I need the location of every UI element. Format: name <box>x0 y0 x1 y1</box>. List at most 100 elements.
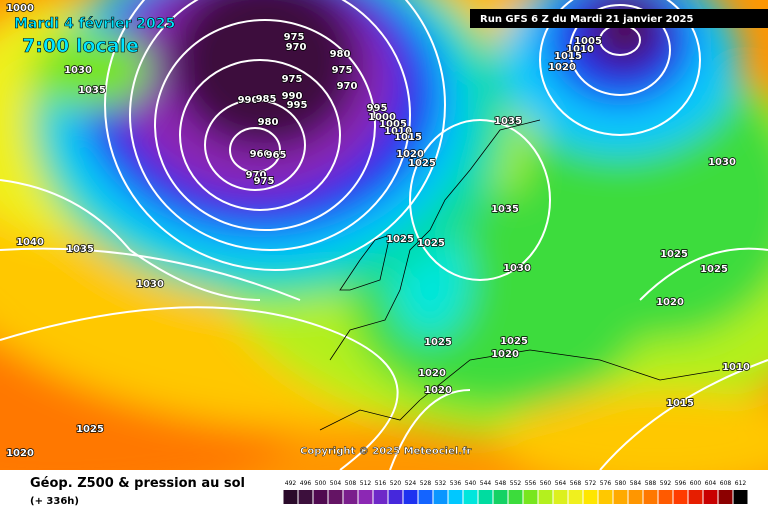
legend-swatch <box>718 490 733 504</box>
legend-swatch <box>508 490 523 504</box>
isobar-label: 975 <box>284 32 305 43</box>
isobar-label: 1020 <box>491 349 519 360</box>
footer-title: Géop. Z500 & pression au sol <box>30 476 245 491</box>
legend-swatch <box>298 490 313 504</box>
legend-swatch <box>538 490 553 504</box>
legend-label: 512 <box>360 480 372 487</box>
legend-swatch <box>388 490 403 504</box>
legend-label: 572 <box>585 480 597 487</box>
legend-label: 556 <box>525 480 537 487</box>
isobar-label: 960 <box>250 149 271 160</box>
color-legend: 492 496 500 504 508 512 516 520 524 528 532 536 540 5… <box>283 480 748 504</box>
isobar-label: 970 <box>246 170 267 181</box>
isobar-label: 980 <box>330 49 351 60</box>
isobar-label: 970 <box>337 81 358 92</box>
legend-swatch <box>373 490 388 504</box>
legend-swatch <box>673 490 688 504</box>
isobar-label: 1020 <box>418 368 446 379</box>
isobar-label: 1020 <box>6 448 34 459</box>
legend-label: 560 <box>540 480 552 487</box>
isobar-label: 1000 <box>6 3 34 14</box>
legend-label: 500 <box>315 480 327 487</box>
isobar-label: 1020 <box>396 149 424 160</box>
isobar-label: 975 <box>282 74 303 85</box>
isobar-label: 1020 <box>424 385 452 396</box>
isobar-label: 1025 <box>424 337 452 348</box>
isobars <box>0 0 768 470</box>
legend-label: 592 <box>660 480 672 487</box>
forecast-date: Mardi 4 février 2025 <box>14 16 175 32</box>
legend-swatch <box>658 490 673 504</box>
isobar-label: 1010 <box>384 126 412 137</box>
isobar-label: 975 <box>332 65 353 76</box>
geopotential-field: 1000 1030 1035 975 970 980 975 970 975 9… <box>0 0 768 470</box>
legend-label: 508 <box>345 480 357 487</box>
isobar-label: 1025 <box>700 264 728 275</box>
legend-swatch <box>568 490 583 504</box>
legend-label: 584 <box>630 480 642 487</box>
isobar-label: 1015 <box>666 398 694 409</box>
forecast-time: 7:00 locale <box>22 35 139 57</box>
legend-swatch <box>448 490 463 504</box>
legend-label: 540 <box>465 480 477 487</box>
legend-label: 548 <box>495 480 507 487</box>
legend-label: 528 <box>420 480 432 487</box>
legend-label: 596 <box>675 480 687 487</box>
isobar-labels: 1000 1030 1035 975 970 980 975 970 975 9… <box>5 2 750 460</box>
legend-swatch <box>628 490 643 504</box>
legend-swatch <box>493 490 508 504</box>
isobar-label: 1030 <box>64 65 92 76</box>
legend-swatch <box>643 490 658 504</box>
isobar-label: 1040 <box>16 237 44 248</box>
isobar-label: 1025 <box>417 238 445 249</box>
footer-lead: (+ 336h) <box>30 496 79 507</box>
isobar-label: 990 <box>282 91 303 102</box>
isobar-label: 1035 <box>66 244 94 255</box>
legend-swatch <box>733 490 748 504</box>
isobar-label: 1025 <box>408 158 436 169</box>
isobar-label: 990 <box>238 95 259 106</box>
isobar-label: 1025 <box>386 234 414 245</box>
copyright: Copyright © 2025 Meteociel.fr <box>300 446 471 457</box>
isobar-label: 1015 <box>394 132 422 143</box>
isobar-label: 995 <box>367 103 388 114</box>
legend-label: 576 <box>600 480 612 487</box>
legend-label: 516 <box>375 480 387 487</box>
isobar-label: 1030 <box>503 263 531 274</box>
legend-label: 532 <box>435 480 447 487</box>
isobar-label: 1025 <box>76 424 104 435</box>
legend-swatch <box>283 490 298 504</box>
legend-swatch <box>523 490 538 504</box>
legend-label: 600 <box>690 480 702 487</box>
legend-swatch <box>433 490 448 504</box>
legend-swatch <box>343 490 358 504</box>
isobar-label: 1025 <box>500 336 528 347</box>
legend-swatch <box>583 490 598 504</box>
legend-swatch <box>553 490 568 504</box>
isobar-label: 1015 <box>554 51 582 62</box>
isobar-label: 1010 <box>566 44 594 55</box>
isobar-label: 965 <box>266 150 287 161</box>
legend-swatch <box>463 490 478 504</box>
legend-swatch <box>313 490 328 504</box>
legend-label: 604 <box>705 480 717 487</box>
isobar-label: 1020 <box>656 297 684 308</box>
isobar-label: 1000 <box>368 112 396 123</box>
legend-label: 612 <box>735 480 747 487</box>
legend-label: 496 <box>300 480 312 487</box>
legend-label: 536 <box>450 480 462 487</box>
isobar-label: 1030 <box>708 157 736 168</box>
legend-swatch <box>418 490 433 504</box>
legend-swatch <box>328 490 343 504</box>
legend-label: 552 <box>510 480 522 487</box>
run-box <box>470 9 768 28</box>
legend-label: 544 <box>480 480 492 487</box>
coastlines <box>319 119 721 431</box>
legend-label: 588 <box>645 480 657 487</box>
legend-label: 608 <box>720 480 732 487</box>
legend-label: 520 <box>390 480 402 487</box>
isobar-label: 995 <box>287 100 308 111</box>
legend-swatch <box>358 490 373 504</box>
legend-label: 492 <box>285 480 297 487</box>
